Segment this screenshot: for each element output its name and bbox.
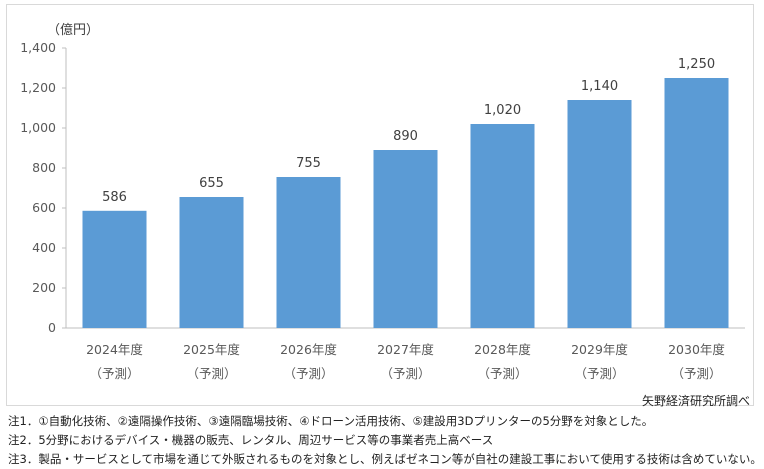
y-tick-label: 600: [32, 200, 56, 215]
unit-label: （億円）: [47, 23, 100, 38]
x-tick-label: 2024年度: [86, 342, 143, 357]
y-tick-label: 0: [48, 320, 56, 335]
y-tick-label: 1,200: [20, 80, 56, 95]
x-tick-sublabel: （予測）: [283, 366, 333, 381]
bar: [567, 100, 632, 328]
x-tick-label: 2027年度: [377, 342, 434, 357]
data-label: 890: [393, 129, 418, 144]
data-label: 755: [296, 156, 321, 171]
x-tick-sublabel: （予測）: [380, 366, 430, 381]
x-tick-sublabel: （予測）: [477, 366, 527, 381]
y-tick-label: 800: [32, 160, 56, 175]
x-tick-sublabel: （予測）: [89, 366, 139, 381]
data-label: 1,250: [678, 57, 715, 72]
note-2: 注2．5分野におけるデバイス・機器の販売、レンタル、周辺サービス等の事業者売上高…: [8, 433, 494, 447]
data-label: 655: [199, 176, 224, 191]
bar: [664, 78, 729, 328]
y-tick-label: 1,000: [20, 120, 56, 135]
bar: [373, 150, 438, 328]
bar: [179, 197, 244, 328]
data-label: 1,140: [581, 79, 618, 94]
note-1: 注1．①自動化技術、②遠隔操作技術、③遠隔臨場技術、④ドローン活用技術、⑤建設用…: [8, 414, 654, 428]
x-tick-sublabel: （予測）: [671, 366, 721, 381]
bar: [82, 210, 147, 328]
x-tick-sublabel: （予測）: [574, 366, 624, 381]
x-tick-label: 2028年度: [474, 342, 531, 357]
bar: [276, 177, 341, 328]
x-tick-sublabel: （予測）: [186, 366, 236, 381]
bar: [470, 124, 535, 328]
y-tick-label: 200: [32, 280, 56, 295]
notes: 注1．①自動化技術、②遠隔操作技術、③遠隔臨場技術、④ドローン活用技術、⑤建設用…: [8, 412, 762, 469]
y-tick-label: 400: [32, 240, 56, 255]
data-label: 586: [102, 190, 127, 205]
bar-chart: 0 200 400 600 800 1,000 1,200 1,400 586 2024年度 （予測…: [20, 40, 745, 381]
x-tick-label: 2025年度: [183, 342, 240, 357]
chart-frame: （億円） 0 200 400 600 800 1,000 1,200 1,400 586 2024…: [6, 4, 754, 406]
x-tick-label: 2026年度: [280, 342, 337, 357]
y-tick-label: 1,400: [20, 40, 56, 55]
x-tick-label: 2030年度: [668, 342, 725, 357]
note-3: 注3．製品・サービスとして市場を通じて外販されるものを対象とし、例えばゼネコン等…: [8, 452, 762, 466]
data-label: 1,020: [484, 103, 521, 118]
source-credit: 矢野経済研究所調べ: [641, 394, 750, 408]
x-tick-label: 2029年度: [571, 342, 628, 357]
